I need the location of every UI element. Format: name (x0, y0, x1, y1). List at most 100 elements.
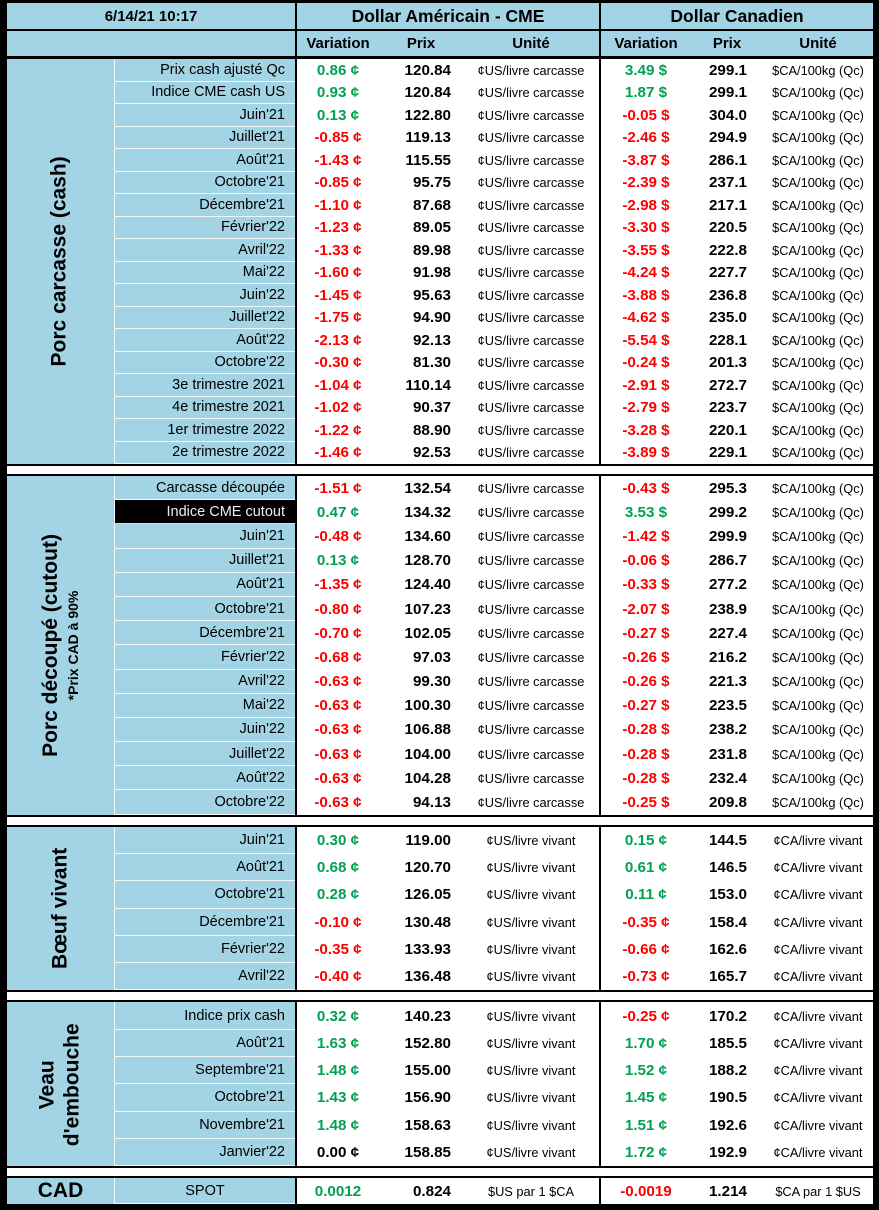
ca-variation-value: 3.53 $ (599, 500, 691, 525)
ca-variation-value: -4.24 $ (599, 261, 691, 284)
table-row: Décembre'21 -0.10 ¢ 130.48 ¢US/livre viv… (115, 908, 873, 936)
row-label: Décembre'21 (115, 621, 295, 646)
ca-unit-label: $CA/100kg (Qc) (772, 722, 864, 738)
ca-unit-label: $CA/100kg (Qc) (772, 746, 864, 762)
us-unit-label: ¢US/livre carcasse (477, 480, 585, 496)
ca-unit-label: $CA/100kg (Qc) (772, 310, 864, 326)
ca-unit-label: ¢CA/livre vivant (773, 914, 863, 930)
row-label: Octobre'21 (115, 596, 295, 622)
us-unit-label: ¢US/livre vivant (486, 1090, 576, 1106)
table-row: Août'21 1.63 ¢ 152.80 ¢US/livre vivant 1… (115, 1029, 873, 1057)
ca-variation-value: -0.25 ¢ (599, 1002, 691, 1030)
row-label: Juillet'22 (115, 306, 295, 329)
us-price-value: 136.48 (404, 968, 451, 986)
ca-variation-value: -0.73 ¢ (599, 963, 691, 991)
us-unit-label: ¢US/livre carcasse (477, 62, 585, 78)
ca-price-value: 238.9 (708, 600, 747, 618)
ca-variation-value: -3.55 $ (599, 239, 691, 262)
ca-unit-label: $CA/100kg (Qc) (772, 62, 864, 78)
us-unit-label: ¢US/livre carcasse (477, 197, 585, 213)
ca-price-value: 227.7 (708, 264, 747, 282)
us-unit-label: ¢US/livre carcasse (477, 85, 585, 101)
us-price-value: 0.824 (412, 1182, 451, 1200)
us-price-value: 99.30 (412, 673, 451, 691)
us-price-value: 95.63 (412, 286, 451, 304)
ca-variation-value: -0.28 $ (599, 717, 691, 743)
us-variation-value: -0.63 ¢ (295, 693, 379, 718)
ca-price-value: 221.3 (708, 673, 747, 691)
us-unit-label: ¢US/livre carcasse (477, 649, 585, 665)
section-side-panel: CAD (7, 1178, 115, 1205)
ca-unit-label: $CA/100kg (Qc) (772, 698, 864, 714)
ca-unit-label: $CA/100kg (Qc) (772, 242, 864, 258)
us-price-value: 126.05 (404, 886, 451, 904)
us-unit-label: ¢US/livre carcasse (477, 528, 585, 544)
us-variation-value: -1.22 ¢ (295, 419, 379, 442)
us-variation-value: -0.80 ¢ (295, 596, 379, 622)
us-unit-label: ¢US/livre carcasse (477, 355, 585, 371)
us-unite-header: Unité (463, 31, 599, 56)
row-label: Août'21 (115, 853, 295, 882)
ca-prix-header: Prix (691, 31, 763, 56)
ca-price-value: 192.6 (708, 1116, 747, 1134)
ca-variation-value: 0.61 ¢ (599, 853, 691, 882)
table-row: Décembre'21 -1.10 ¢ 87.68 ¢US/livre carc… (115, 194, 873, 217)
us-price-value: 100.30 (404, 697, 451, 715)
us-price-value: 97.03 (412, 648, 451, 666)
us-price-value: 89.05 (412, 219, 451, 237)
row-label: Juin'21 (115, 104, 295, 127)
table-row: Juin'21 0.30 ¢ 119.00 ¢US/livre vivant 0… (115, 826, 873, 854)
ca-unit-label: $CA/100kg (Qc) (772, 795, 864, 811)
row-label: Juillet'22 (115, 742, 295, 767)
row-label: Mai'22 (115, 261, 295, 284)
row-label: Août'22 (115, 766, 295, 791)
us-variation-value: -1.43 ¢ (295, 149, 379, 172)
table-row: Juin'22 -0.63 ¢ 106.88 ¢US/livre carcass… (115, 717, 873, 743)
ca-price-value: 192.9 (708, 1144, 747, 1162)
ca-price-value: 294.9 (708, 129, 747, 147)
table-body: Porc carcasse (cash) Prix cash ajusté Qc… (7, 59, 873, 1205)
table-row: Mai'22 -0.63 ¢ 100.30 ¢US/livre carcasse… (115, 693, 873, 718)
ca-variation-value: -2.91 $ (599, 374, 691, 397)
section-label: Porc découpé (cutout) *Prix CAD à 90% (39, 534, 82, 757)
row-label: Juillet'21 (115, 548, 295, 573)
ca-unit-label: $CA/100kg (Qc) (772, 332, 864, 348)
ca-price-value: 232.4 (708, 769, 747, 787)
row-label: Octobre'21 (115, 171, 295, 194)
header-title-row: 6/14/21 10:17 Dollar Américain - CME Dol… (7, 3, 873, 31)
us-variation-value: -0.63 ¢ (295, 790, 379, 815)
table-row: Prix cash ajusté Qc 0.86 ¢ 120.84 ¢US/li… (115, 59, 873, 82)
us-unit-label: ¢US/livre carcasse (477, 553, 585, 569)
row-label: 3e trimestre 2021 (115, 374, 295, 397)
us-price-value: 132.54 (404, 479, 451, 497)
row-label: Février'22 (115, 935, 295, 964)
us-unit-label: ¢US/livre carcasse (477, 504, 585, 520)
ca-variation-value: 1.87 $ (599, 81, 691, 104)
section-rows: Prix cash ajusté Qc 0.86 ¢ 120.84 ¢US/li… (115, 59, 873, 464)
us-price-value: 94.90 (412, 309, 451, 327)
ca-unit-label: $CA/100kg (Qc) (772, 674, 864, 690)
ca-unit-label: ¢CA/livre vivant (773, 1035, 863, 1051)
ca-variation-value: -0.27 $ (599, 621, 691, 646)
row-label: Avril'22 (115, 669, 295, 694)
ca-price-value: 229.1 (708, 444, 747, 462)
us-variation-value: 0.00 ¢ (295, 1138, 379, 1167)
ca-variation-value: 1.45 ¢ (599, 1084, 691, 1112)
us-variation-value: -0.70 ¢ (295, 621, 379, 646)
header-empty-cell (7, 31, 295, 56)
row-label: Juin'22 (115, 284, 295, 307)
us-dollar-title: Dollar Américain - CME (295, 3, 599, 31)
ca-price-value: 272.7 (708, 376, 747, 394)
table-row: Novembre'21 1.48 ¢ 158.63 ¢US/livre viva… (115, 1111, 873, 1139)
ca-variation-value: -2.46 $ (599, 126, 691, 149)
ca-variation-value: -0.28 $ (599, 742, 691, 767)
section-spacer (7, 814, 873, 827)
ca-unit-label: ¢CA/livre vivant (773, 1145, 863, 1161)
ca-variation-value: 3.49 $ (599, 59, 691, 82)
section-label-line: Porc carcasse (cash) (48, 156, 72, 367)
row-label: 1er trimestre 2022 (115, 419, 295, 442)
ca-variation-value: -5.54 $ (599, 329, 691, 352)
us-price-value: 94.13 (412, 794, 451, 812)
us-variation-value: -1.23 ¢ (295, 216, 379, 239)
us-price-value: 133.93 (404, 940, 451, 958)
